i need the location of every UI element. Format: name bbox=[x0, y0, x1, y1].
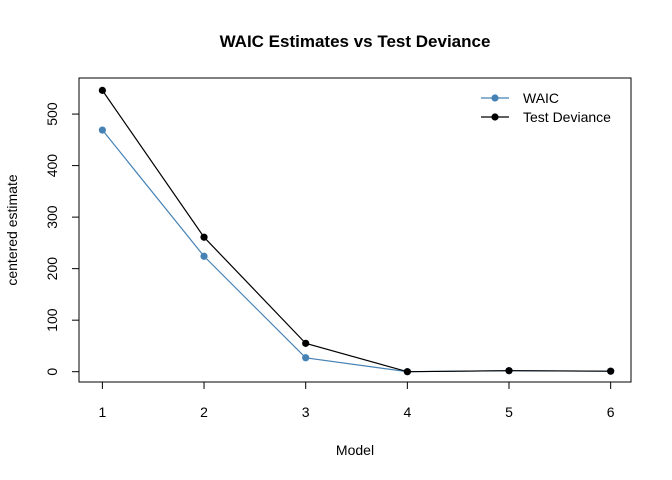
legend-marker bbox=[491, 113, 499, 121]
data-point bbox=[302, 339, 310, 347]
x-tick-label: 4 bbox=[403, 404, 411, 420]
data-point bbox=[505, 367, 513, 375]
data-point bbox=[607, 367, 615, 375]
y-tick-label: 300 bbox=[44, 205, 60, 229]
x-axis-label: Model bbox=[336, 442, 374, 458]
data-point bbox=[98, 86, 106, 94]
series-line bbox=[101, 129, 611, 373]
data-point bbox=[302, 354, 310, 362]
y-tick-label: 0 bbox=[44, 368, 60, 376]
y-tick-label: 200 bbox=[44, 257, 60, 281]
x-tick-label: 6 bbox=[607, 404, 615, 420]
series-test-deviance bbox=[98, 86, 615, 376]
y-tick-label: 400 bbox=[44, 154, 60, 178]
y-axis-label: centered estimate bbox=[4, 174, 20, 285]
y-axis: 0 100 200 300 400 500 bbox=[44, 102, 80, 376]
legend-label: WAIC bbox=[523, 90, 559, 106]
x-tick-label: 1 bbox=[98, 404, 106, 420]
y-tick-label: 500 bbox=[44, 102, 60, 126]
chart-title: WAIC Estimates vs Test Deviance bbox=[220, 32, 491, 51]
legend: WAIC Test Deviance bbox=[481, 90, 611, 125]
legend-marker bbox=[491, 94, 499, 102]
legend-label: Test Deviance bbox=[523, 109, 611, 125]
y-tick-label: 100 bbox=[44, 308, 60, 332]
x-tick-label: 5 bbox=[505, 404, 513, 420]
data-point bbox=[200, 252, 208, 260]
series-layer bbox=[98, 86, 615, 376]
data-point bbox=[403, 368, 411, 376]
series-waic bbox=[98, 126, 615, 376]
x-tick-label: 3 bbox=[302, 404, 310, 420]
x-tick-label: 2 bbox=[200, 404, 208, 420]
x-axis: 1 2 3 4 5 6 bbox=[98, 381, 615, 420]
series-line bbox=[101, 90, 611, 373]
data-point bbox=[98, 126, 106, 134]
data-point bbox=[200, 233, 208, 241]
